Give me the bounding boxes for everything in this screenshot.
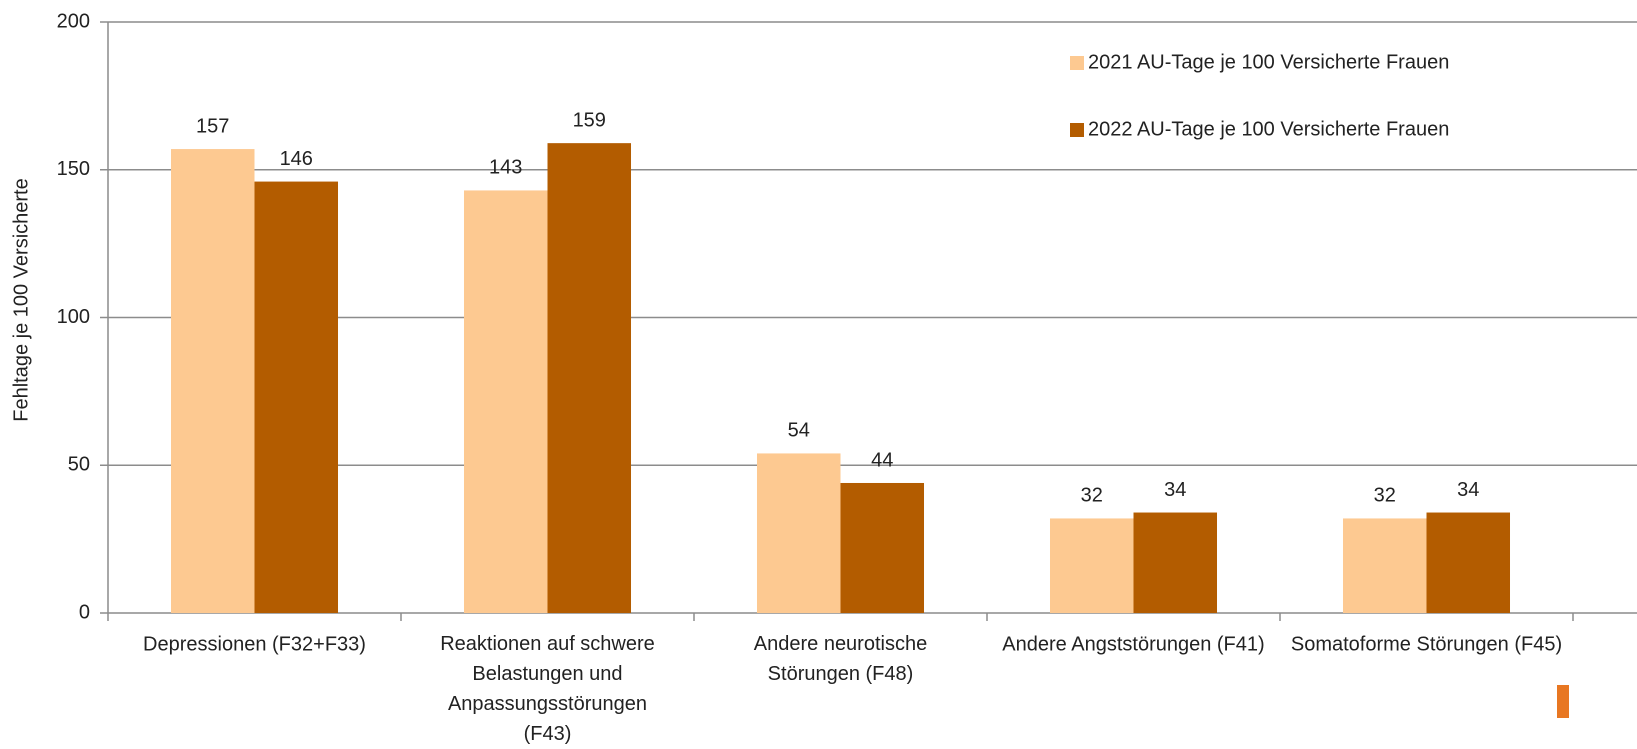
x-tick-label: Somatoforme Störungen (F45) (1291, 633, 1562, 655)
data-label: 157 (196, 115, 229, 137)
x-tick-label: Andere Angststörungen (F41) (1002, 633, 1264, 655)
data-label: 146 (280, 148, 313, 170)
data-label: 34 (1164, 479, 1186, 501)
data-label: 32 (1081, 485, 1103, 507)
corner-decoration (1557, 685, 1569, 718)
legend-label: 2022 AU-Tage je 100 Versicherte Frauen (1088, 118, 1449, 140)
bar (1426, 512, 1511, 613)
bar (170, 149, 255, 613)
x-tick-label: Depressionen (F32+F33) (143, 633, 366, 655)
legend-label: 2021 AU-Tage je 100 Versicherte Frauen (1088, 51, 1449, 73)
data-label: 44 (871, 449, 893, 471)
bar (756, 453, 841, 613)
x-tick-label: Andere neurotische Störungen (F48) (754, 633, 927, 685)
bar (547, 143, 632, 613)
y-tick-label: 100 (57, 306, 90, 328)
y-tick-label: 50 (68, 454, 90, 476)
data-label: 143 (489, 157, 522, 179)
bar (463, 190, 548, 613)
y-tick-label: 0 (79, 601, 90, 623)
bar (254, 181, 339, 613)
y-tick-label: 150 (57, 158, 90, 180)
bar (1342, 518, 1427, 613)
legend-swatch (1070, 123, 1084, 137)
bar (840, 482, 925, 613)
bar (1049, 518, 1134, 613)
data-label: 34 (1457, 479, 1479, 501)
y-axis-title: Fehltage je 100 Versicherte (10, 178, 32, 422)
y-tick-label: 200 (57, 10, 90, 32)
data-label: 159 (573, 109, 606, 131)
x-tick-label: Reaktionen auf schwere Belastungen und Anp… (440, 633, 655, 745)
legend-swatch (1070, 56, 1084, 70)
data-label: 54 (788, 420, 810, 442)
data-label: 32 (1374, 485, 1396, 507)
bar (1133, 512, 1218, 613)
